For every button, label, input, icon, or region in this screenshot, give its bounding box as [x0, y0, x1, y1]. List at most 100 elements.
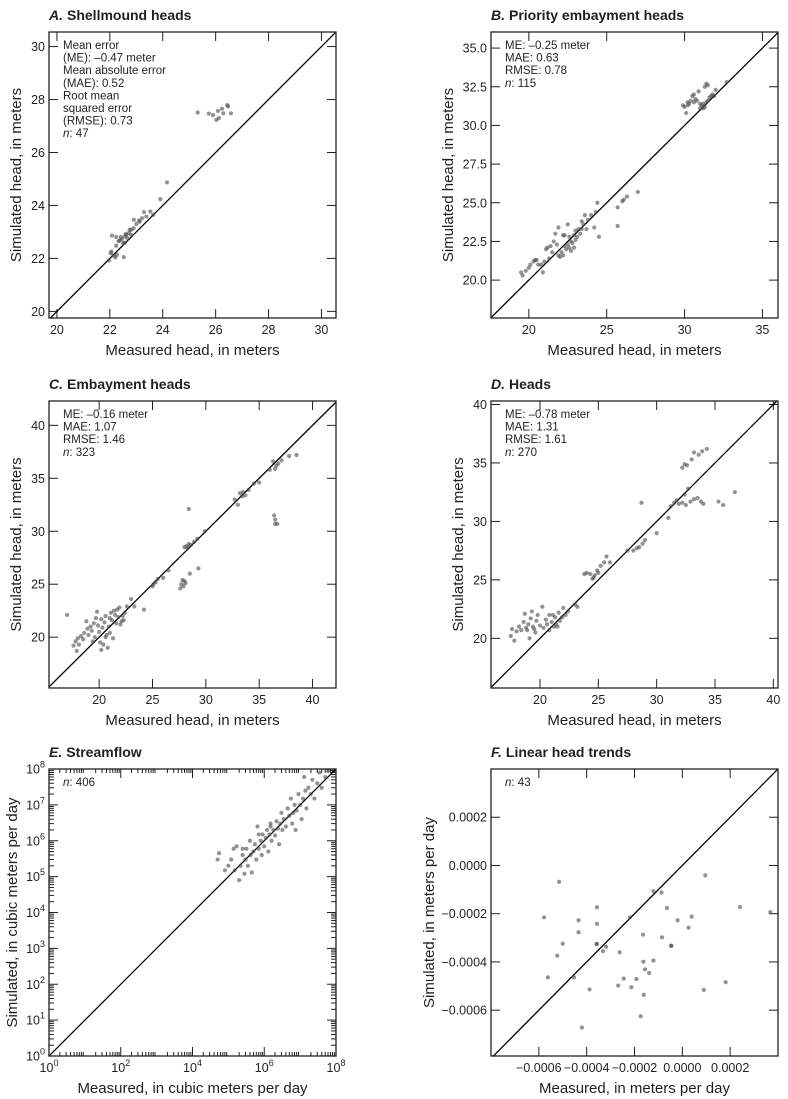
x-tick-label: 30 [314, 323, 328, 337]
data-point [691, 100, 697, 105]
data-point [251, 849, 256, 854]
data-point [202, 529, 207, 534]
data-point [592, 225, 597, 230]
data-point [153, 579, 158, 585]
x-axis-label: Measured head, in meters [105, 342, 279, 359]
data-point [703, 873, 708, 878]
data-point [684, 463, 690, 468]
data-point [554, 242, 559, 247]
ticks [48, 768, 337, 1057]
sample-count: n: 115 [505, 78, 536, 90]
data-point [186, 506, 191, 512]
data-point [516, 624, 522, 629]
data-point [271, 827, 276, 833]
data-point [536, 262, 541, 267]
data-point [651, 958, 656, 963]
data-point [596, 234, 602, 239]
data-point [512, 638, 517, 643]
data-point [594, 941, 599, 946]
data-point [638, 1014, 643, 1019]
stat-line: squared error [63, 103, 132, 115]
y-axis-label: Simulated head, in meters [8, 457, 25, 631]
y-tick-label: 32.5 [463, 80, 487, 94]
data-point [573, 228, 578, 233]
data-point [562, 233, 567, 238]
stats-annotation: n: 406 [63, 777, 95, 789]
plot-frame [48, 31, 337, 319]
stat-line: MAE: 0.63 [505, 53, 559, 65]
data-point [683, 502, 688, 508]
plot-frame [48, 400, 337, 689]
data-point [556, 253, 561, 258]
data-point [255, 824, 260, 829]
data-point [674, 498, 679, 503]
data-point [579, 1025, 584, 1030]
data-point [121, 254, 126, 260]
data-point [243, 857, 248, 862]
data-point [514, 629, 519, 634]
data-point [111, 608, 117, 613]
data-point [540, 270, 545, 275]
data-point [183, 581, 188, 586]
data-point [74, 648, 79, 654]
ticks [49, 401, 336, 688]
data-point [540, 604, 545, 609]
data-point [92, 635, 97, 640]
x-axis-label: Measured head, in meters [547, 342, 721, 359]
data-points [508, 446, 737, 643]
data-point [129, 596, 134, 602]
data-point [294, 452, 299, 458]
data-point [559, 250, 564, 255]
data-point [688, 98, 693, 103]
data-point [594, 905, 600, 910]
data-point [225, 104, 231, 109]
data-point [88, 624, 93, 629]
data-point [565, 222, 570, 227]
data-point [280, 827, 285, 833]
data-point [260, 832, 265, 837]
data-point [216, 115, 221, 121]
data-point [654, 531, 659, 536]
data-point [121, 618, 126, 623]
data-point [584, 570, 589, 575]
x-tick-label: 100 [40, 1058, 59, 1075]
data-point [565, 609, 571, 614]
stat-line: Mean absolute error [63, 65, 166, 77]
y-tick-label: 35.0 [463, 42, 487, 56]
x-tick-label: 30 [678, 323, 692, 337]
data-point [723, 980, 728, 985]
stat-line: Mean error [63, 40, 119, 52]
panel-title-text: Streamflow [66, 744, 142, 760]
x-axis-label: Measured, in meters per day [539, 1080, 730, 1097]
y-tick-label: 30 [31, 40, 45, 54]
data-point [557, 618, 562, 623]
data-point [642, 538, 648, 543]
data-point [103, 635, 108, 640]
data-point [298, 802, 303, 807]
data-point [222, 868, 227, 873]
data-point [254, 857, 259, 862]
data-point [561, 253, 566, 258]
x-tick-label: 20 [50, 323, 64, 337]
data-point [116, 614, 121, 620]
data-point [216, 851, 222, 856]
data-point [256, 832, 261, 837]
data-point [600, 948, 606, 954]
y-tick-label: 103 [26, 939, 45, 956]
data-point [603, 944, 609, 949]
data-point [724, 80, 729, 85]
stats-annotation: n: 43 [505, 777, 531, 789]
data-point [232, 868, 237, 873]
data-point [571, 975, 577, 980]
data-point [237, 878, 242, 883]
panel-title: D. Heads [491, 376, 551, 392]
stat-line: MAE: 1.31 [505, 422, 559, 434]
data-point [161, 575, 166, 580]
data-point [701, 501, 706, 506]
data-point [192, 539, 197, 544]
one-to-one-line [491, 32, 778, 318]
data-point [252, 842, 258, 847]
panel-title: A. Shellmound heads [48, 7, 192, 23]
data-point [659, 935, 665, 940]
y-tick-label: 40 [31, 419, 45, 433]
